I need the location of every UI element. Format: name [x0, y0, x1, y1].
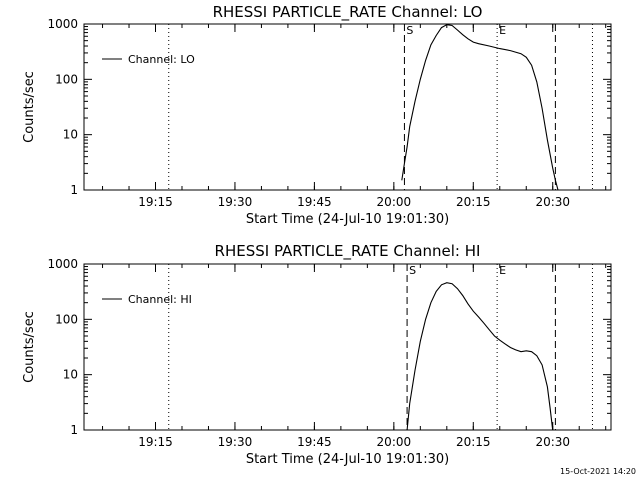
x-tick-label: 20:15	[456, 435, 491, 449]
y-tick-label: 100	[55, 72, 78, 86]
y-axis-label: Counts/sec	[22, 311, 37, 383]
x-tick-label: 19:30	[218, 195, 253, 209]
y-tick-label: 10	[63, 368, 78, 382]
series-line	[406, 282, 554, 431]
x-tick-label: 19:45	[297, 435, 332, 449]
x-tick-label: 19:15	[138, 435, 173, 449]
x-axis-label: Start Time (24-Jul-10 19:01:30)	[246, 452, 449, 467]
marker-label-e: E	[499, 24, 506, 37]
x-tick-label: 19:30	[218, 435, 253, 449]
plot-frame	[83, 23, 612, 191]
legend-label: Channel: LO	[128, 53, 195, 66]
chart-title: RHESSI PARTICLE_RATE Channel: LO	[213, 3, 483, 22]
panel-1: RHESSI PARTICLE_RATE Channel: LO 19:15 19:…	[22, 3, 612, 227]
series-line	[401, 24, 559, 191]
legend-label: Channel: HI	[128, 293, 192, 306]
x-tick-label: 20:00	[377, 435, 412, 449]
x-tick-label: 19:45	[297, 195, 332, 209]
plot-frame	[83, 263, 612, 431]
marker-label-s: S	[409, 264, 416, 277]
y-tick-label: 1	[70, 183, 78, 197]
y-axis-label: Counts/sec	[22, 71, 37, 143]
x-tick-label: 20:00	[377, 195, 412, 209]
y-tick-label: 100	[55, 312, 78, 326]
x-tick-label: 19:15	[138, 195, 173, 209]
y-tick-label: 10	[63, 128, 78, 142]
x-tick-label: 20:30	[535, 195, 570, 209]
chart-title: RHESSI PARTICLE_RATE Channel: HI	[215, 242, 481, 261]
y-tick-label: 1	[70, 423, 78, 437]
panel-2: RHESSI PARTICLE_RATE Channel: HI 19:15 19:…	[22, 242, 612, 467]
x-tick-label: 20:15	[456, 195, 491, 209]
x-tick-label: 20:30	[535, 435, 570, 449]
x-axis-label: Start Time (24-Jul-10 19:01:30)	[246, 212, 449, 227]
marker-label-s: S	[406, 24, 413, 37]
y-tick-label: 1000	[47, 257, 78, 271]
marker-label-e: E	[499, 264, 506, 277]
y-tick-label: 1000	[47, 17, 78, 31]
footer-timestamp: 15-Oct-2021 14:20	[560, 467, 636, 476]
